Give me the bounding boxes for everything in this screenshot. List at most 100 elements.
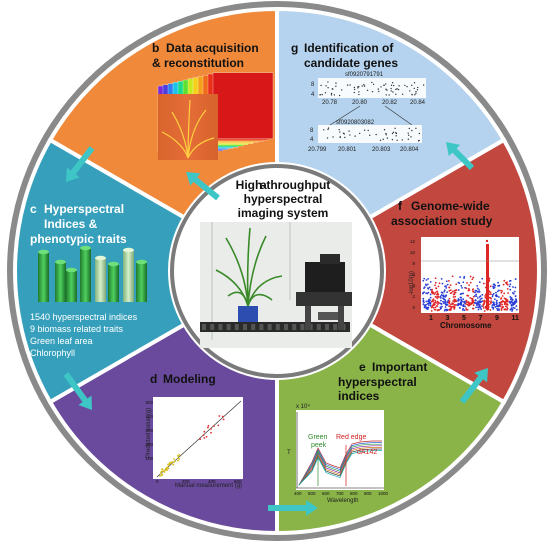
gene-bottom-dot [349,134,351,136]
manhattan-ylabel: -log10(p) [409,271,415,295]
manhattan-dot [498,304,501,307]
manhattan-dot [434,299,437,302]
manhattan-xtick: 5 [462,315,466,322]
manhattan-dot [450,303,452,306]
center-title-line3: imaging system [238,206,329,220]
manhattan-dot [428,302,431,305]
manhattan-dot [449,289,452,292]
manhattan-dot [472,290,475,293]
gene-bottom-dot [383,129,386,131]
cylinder-top-7 [123,247,134,253]
manhattan-dot [459,276,462,278]
manhattan-dot [496,290,499,293]
manhattan-dot [446,308,449,311]
manhattan-dot [441,305,443,308]
gene-top-dot [335,85,337,87]
manhattan-dot [501,295,504,297]
modeling-dots [159,415,225,477]
manhattan-dot [513,290,516,293]
gene-bottom-dot [367,129,369,132]
segment-e-title-line2: hyperspectral [338,375,417,389]
segment-b-letter: b [152,41,159,55]
manhattan-dot [433,308,436,311]
segment-b-title-line2: & reconstitution [152,56,244,70]
cylinder-top-6 [108,261,119,267]
modeling-ytick: 500 [145,400,153,405]
manhattan-dot [469,281,472,284]
manhattan-dot [514,298,517,300]
gene-top-dot [372,83,375,86]
manhattan-dot [501,303,504,306]
manhattan-dot [461,304,464,307]
spectra-xtick: 800 [350,491,358,496]
manhattan-dot [452,296,455,298]
manhattan-xtick: 11 [512,315,520,322]
gene-bottom-dot [392,131,395,134]
model-dot-small [173,458,175,460]
cylinder-6 [108,264,119,302]
manhattan-dot [436,304,438,307]
gene-top-dot [383,84,385,86]
model-dot-large [213,425,215,428]
gene-top-dot [392,84,395,87]
center-letter: a [260,178,267,192]
manhattan-dot [499,303,502,305]
conveyor-ridge [210,324,215,330]
modeling-xtick: 600 [234,479,242,484]
manhattan-dot [453,298,456,301]
model-dot-small [161,468,164,471]
manhattan-peak [486,244,489,310]
segment-c-title-line3: phenotypic traits [30,232,127,246]
gene-top-dot [417,86,419,89]
manhattan-dot [475,293,478,296]
manhattan-dot [448,305,450,308]
model-dot-small [171,461,174,463]
manhattan-dot [505,300,507,303]
manhattan-dot [443,290,446,293]
gene-bottom-dot [418,132,421,135]
manhattan-dot [497,308,500,310]
model-dot-small [176,454,179,457]
modeling-plot: Predicted value (g) Manual measurement (… [145,397,243,489]
gene-bottom-dot [407,138,410,140]
gene-top-dot [331,88,334,90]
gene-plot-top-xtick-3: 20.82 [382,100,398,106]
conveyor-ridge [218,324,223,330]
manhattan-dot [466,303,469,306]
imaging-system-illustration [200,222,352,348]
gene-plot-bottom-title: sf0920803082 [336,120,375,126]
manhattan-xlabel: Chromosome [440,321,492,330]
manhattan-dot [514,302,517,304]
gene-top-dot [330,94,333,96]
gene-bottom-dot [385,134,387,136]
gene-plot-top-ytick-4: 4 [311,92,315,98]
manhattan-dot [448,289,451,292]
manhattan-dot [504,303,507,305]
manhattan-dot [460,300,463,302]
gene-top-dot [406,85,408,88]
spectra-bg [296,410,384,490]
manhattan-dot [506,287,509,290]
modeling-xticks: 0 200 400 600 [156,479,242,484]
gene-top-dot [366,89,369,92]
model-dot-small [178,454,181,456]
gene-bottom-dot [339,131,341,133]
conveyor-ridge [251,324,256,330]
manhattan-dot [429,304,432,307]
manhattan-dot [432,298,435,301]
manhattan-dot [493,283,496,286]
gene-top-dot [390,84,393,87]
gene-bottom-dot [396,139,398,141]
gene-top-dot [349,84,351,86]
model-dot-small [166,468,169,470]
spectra-xtick: 1000 [378,491,389,496]
manhattan-dot [465,303,467,305]
conveyor-ridge [259,324,264,330]
gene-top-dot [378,90,380,93]
manhattan-dot [500,291,503,294]
model-dot-small [169,461,172,464]
manhattan-dot [451,305,454,308]
spectra-xtick: 500 [308,491,316,496]
manhattan-dot [495,295,498,298]
spectra-xlabel: Wavelength [327,498,358,504]
